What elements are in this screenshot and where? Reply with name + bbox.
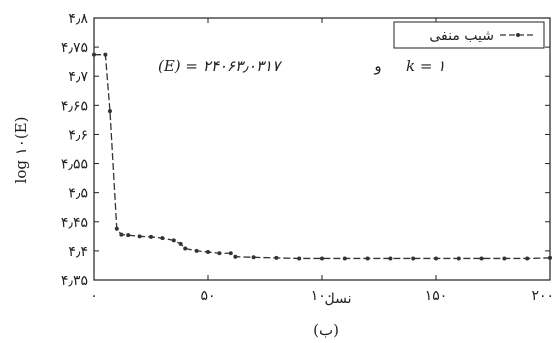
x-tick-label: ۱۵۰ [425,288,448,304]
series-point [525,256,530,261]
figure-caption: (ب) [313,321,339,339]
y-tick-label: ۴٫۵۵ [61,157,88,173]
series-point [194,248,199,253]
series-point [434,256,438,261]
y-tick-label: ۴٫۸ [68,11,88,27]
legend-label: شیب منفی [429,28,494,44]
series-point [251,255,256,260]
series-point [171,238,176,243]
series-point [456,256,461,261]
series-point [103,52,108,57]
series-point [119,232,124,237]
series-point [388,256,393,261]
series-point [320,256,324,261]
series-point [178,241,183,246]
series-layer [92,52,552,261]
y-axis-label: log ۱۰(E) [12,117,30,184]
annotation-k: k = ۱ [406,57,445,75]
x-axis-label: نسل [325,291,352,307]
series-point [126,233,131,238]
series-point [107,109,112,114]
series-line [94,54,551,260]
series-point [548,255,552,260]
y-tick-label: ۴٫۵ [68,186,88,202]
series-point [411,256,416,261]
series-point [502,256,507,261]
legend: شیب منفی [393,21,545,49]
series-point [274,255,279,260]
x-axis-ticks: ۰ ۵۰ ۱۰۰ ۱۵۰ ۲۰۰ [90,18,554,304]
series-point [297,256,302,261]
y-tick-label: ۴٫۷۵ [61,40,88,56]
x-tick-label: ۱۰۰ [311,288,334,304]
series-point [137,234,142,239]
x-tick-label: ۰ [90,288,98,304]
y-tick-label: ۴٫۴ [68,244,88,260]
x-tick-label: ۵۰ [200,288,215,304]
series-point [206,250,210,255]
series-point [149,234,153,239]
x-tick-label: ۲۰۰ [531,288,554,304]
series-point [92,52,96,57]
series-point [233,254,238,259]
series-point [160,236,165,241]
series-point [183,246,188,251]
y-tick-label: ۴٫۶ [68,127,88,143]
y-axis-ticks: ۴٫۳۵ ۴٫۴ ۴٫۴۵ ۴٫۵ ۴٫۵۵ ۴٫۶ ۴٫۶۵ ۴٫۷ ۴٫۷۵ ۴٫۸ [61,11,550,289]
y-tick-label: ۴٫۴۵ [61,215,88,231]
y-tick-label: ۴٫۳۵ [61,273,88,289]
series-point [217,251,222,256]
y-tick-label: ۴٫۶۵ [61,98,88,114]
series-point [114,226,119,231]
y-tick-label: ۴٫۷ [68,69,88,85]
series-point [228,251,233,256]
legend-marker [516,33,520,37]
annotation-formula: (E) = ۲۴۰۶۳٫۰۳۱۷ [158,57,283,75]
annotation-and: و [373,57,381,75]
series-point [342,256,347,261]
series-point [365,256,370,261]
series-point [479,256,484,261]
